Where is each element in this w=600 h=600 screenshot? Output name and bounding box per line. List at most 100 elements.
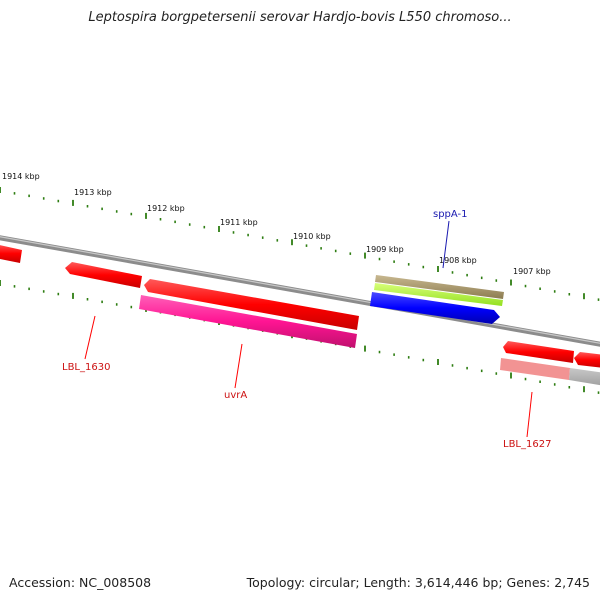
map-title: Leptospira borgpetersenii serovar Hardjo… xyxy=(88,10,512,25)
inner-tick-29 xyxy=(422,358,425,362)
inner-tick-34 xyxy=(495,372,498,375)
chromosome-backbone-highlight xyxy=(0,236,600,344)
inner-tick-1 xyxy=(13,285,16,288)
outer-tick-15 xyxy=(218,226,220,232)
outer-tick-18 xyxy=(261,236,264,239)
outer-tick-32 xyxy=(466,273,468,277)
inner-tick-33 xyxy=(480,369,483,373)
inner-tick-4 xyxy=(57,292,60,296)
tick-label-1910: 1910 kbp xyxy=(293,232,331,241)
outer-tick-7 xyxy=(101,207,103,211)
outer-tick-39 xyxy=(568,293,571,296)
inner-tick-3 xyxy=(42,290,45,293)
gene-lbl-1627-faded[interactable] xyxy=(500,358,570,380)
outer-tick-40 xyxy=(583,293,585,300)
outer-tick-38 xyxy=(553,290,556,293)
tick-label-1913: 1913 kbp xyxy=(74,188,112,197)
gene-lbl-1627-grey[interactable] xyxy=(569,368,600,386)
inner-tick-8 xyxy=(115,303,118,306)
outer-tick-25 xyxy=(364,252,366,259)
inner-tick-32 xyxy=(466,366,468,370)
inner-tick-39 xyxy=(568,386,571,389)
outer-tick-27 xyxy=(393,260,395,263)
tick-label-1907: 1907 kbp xyxy=(513,267,551,276)
outer-tick-8 xyxy=(115,210,118,213)
inner-tick-38 xyxy=(553,383,556,386)
gene-uvrA[interactable] xyxy=(144,279,359,330)
outer-tick-16 xyxy=(232,231,235,234)
outer-tick-29 xyxy=(422,265,425,269)
tick-label-1914: 1914 kbp xyxy=(2,172,40,181)
outer-tick-row xyxy=(0,187,600,301)
outer-tick-24 xyxy=(349,252,352,255)
inner-tick-40 xyxy=(583,386,585,393)
tick-label-1912: 1912 kbp xyxy=(147,204,185,213)
label-lbl-1627: LBL_1627 xyxy=(503,439,551,450)
leader-lbl-1627 xyxy=(526,391,533,438)
gene-left-edge[interactable] xyxy=(0,244,22,263)
outer-tick-28 xyxy=(407,263,410,266)
outer-tick-31 xyxy=(451,271,454,274)
inner-tick-36 xyxy=(524,377,527,381)
outer-tick-13 xyxy=(188,223,191,226)
outer-tick-35 xyxy=(510,279,512,286)
gene-uvrA-pink[interactable] xyxy=(139,295,357,348)
outer-tick-23 xyxy=(334,249,337,253)
outer-tick-37 xyxy=(539,287,541,290)
accession-text: Accession: NC_008508 xyxy=(9,575,152,590)
outer-tick-0 xyxy=(0,187,1,193)
tick-label-1908: 1908 kbp xyxy=(439,256,477,265)
outer-tick-4 xyxy=(57,199,60,203)
outer-tick-20 xyxy=(291,239,293,246)
outer-tick-5 xyxy=(72,199,74,206)
genome-stats-text: Topology: circular; Length: 3,614,446 bp… xyxy=(246,575,590,590)
label-lbl-1630: LBL_1630 xyxy=(62,362,110,373)
gene-sppA-1-green[interactable] xyxy=(374,283,503,306)
outer-tick-26 xyxy=(378,257,381,261)
outer-tick-12 xyxy=(174,220,176,224)
inner-tick-41 xyxy=(597,391,600,394)
outer-tick-11 xyxy=(159,218,162,221)
inner-tick-5 xyxy=(72,292,74,299)
inner-tick-27 xyxy=(393,353,395,356)
gene-right-edge-red[interactable] xyxy=(574,352,600,368)
gene-lbl-1630[interactable] xyxy=(65,262,142,288)
outer-tick-21 xyxy=(305,244,308,247)
outer-tick-2 xyxy=(28,194,30,198)
inner-tick-35 xyxy=(510,372,512,379)
gene-lbl-1627-red[interactable] xyxy=(503,341,574,363)
inner-tick-7 xyxy=(101,300,103,304)
label-uvrA: uvrA xyxy=(224,390,247,401)
outer-tick-14 xyxy=(203,225,206,229)
gene-sppA-1-tan[interactable] xyxy=(375,275,504,299)
inner-tick-0 xyxy=(0,280,1,286)
leader-sppA-1 xyxy=(442,220,450,269)
inner-tick-28 xyxy=(407,356,410,359)
leader-uvrA xyxy=(234,343,243,389)
outer-tick-9 xyxy=(130,212,133,216)
outer-tick-30 xyxy=(437,266,439,272)
outer-tick-6 xyxy=(86,205,89,208)
outer-tick-36 xyxy=(524,284,527,288)
outer-tick-41 xyxy=(597,298,600,301)
inner-tick-9 xyxy=(130,305,133,309)
inner-tick-31 xyxy=(451,364,454,367)
outer-tick-17 xyxy=(247,233,249,237)
outer-tick-34 xyxy=(495,279,498,282)
inner-tick-26 xyxy=(378,350,381,354)
outer-tick-22 xyxy=(320,247,322,250)
leader-lbl-1630 xyxy=(84,315,96,360)
outer-tick-1 xyxy=(13,192,16,195)
tick-label-1909: 1909 kbp xyxy=(366,245,404,254)
outer-tick-19 xyxy=(276,239,279,242)
inner-tick-2 xyxy=(28,287,30,291)
inner-tick-25 xyxy=(364,345,366,352)
inner-tick-30 xyxy=(437,359,439,365)
gene-sppA-1-blue[interactable] xyxy=(370,292,500,324)
inner-tick-6 xyxy=(86,298,89,301)
outer-tick-33 xyxy=(480,276,483,280)
tick-label-1911: 1911 kbp xyxy=(220,218,258,227)
inner-tick-37 xyxy=(539,380,541,383)
outer-tick-10 xyxy=(145,212,147,219)
label-sppA-1: sppA-1 xyxy=(433,209,468,220)
